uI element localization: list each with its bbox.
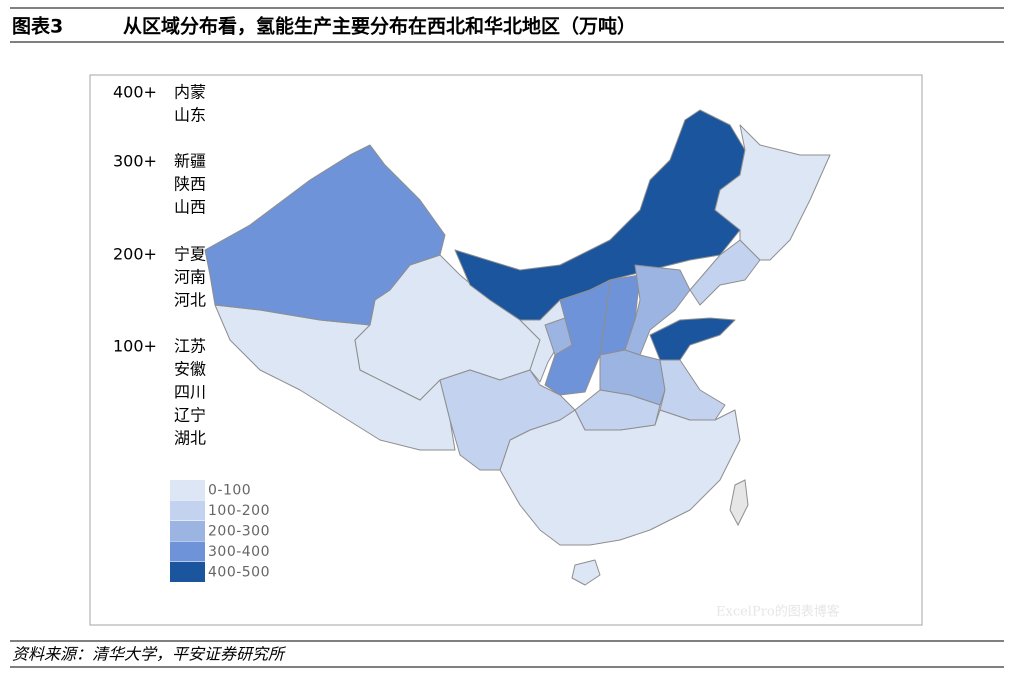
- province-name: 新疆: [174, 152, 206, 171]
- legend-label: 100-200: [208, 503, 270, 519]
- region-hainan: [571, 559, 601, 586]
- legend-swatch: [170, 480, 205, 500]
- level-label: 100+: [113, 337, 157, 356]
- legend-label: 200-300: [208, 524, 270, 540]
- region-taiwan: [729, 479, 749, 527]
- level-label: 300+: [113, 152, 157, 171]
- region-shaanxi: [544, 279, 611, 396]
- source-note: 资料来源：清华大学，平安证券研究所: [12, 645, 287, 664]
- province-name: 河南: [174, 268, 206, 287]
- region-hebei: [624, 264, 691, 356]
- watermark: ExcelPro的图表博客: [716, 604, 840, 620]
- legend-swatch: [170, 521, 205, 541]
- level-label: 200+: [113, 245, 157, 264]
- level-label: 400+: [113, 83, 157, 102]
- legend-swatch: [170, 500, 205, 521]
- china-map: [204, 109, 831, 586]
- province-name: 湖北: [174, 429, 206, 448]
- province-name: 辽宁: [174, 406, 206, 425]
- legend-swatch: [170, 541, 205, 562]
- province-name: 河北: [174, 291, 206, 310]
- legend-label: 400-500: [208, 565, 270, 581]
- figure-title: 从区域分布看，氢能生产主要分布在西北和华北地区（万吨）: [123, 15, 636, 38]
- province-name: 山东: [174, 106, 206, 125]
- region-hubei: [574, 389, 661, 431]
- region-liaoning: [689, 239, 761, 306]
- region-sichuan: [439, 369, 576, 471]
- province-name: 安徽: [174, 360, 206, 379]
- province-name: 陕西: [174, 175, 206, 194]
- province-name: 内蒙: [174, 83, 206, 102]
- region-xinjiang: [204, 144, 446, 326]
- region-shandong: [649, 317, 736, 361]
- map-frame: [89, 74, 923, 626]
- province-name: 山西: [174, 198, 206, 217]
- figure-label: 图表3: [12, 15, 63, 38]
- legend-label: 300-400: [208, 544, 270, 560]
- legend-label: 0-100: [208, 483, 251, 499]
- region-jiangsu-anhui: [659, 359, 726, 421]
- legend-swatch: [170, 562, 205, 582]
- province-name: 宁夏: [174, 245, 206, 264]
- province-name: 江苏: [174, 337, 206, 356]
- region-northeast: [714, 124, 831, 261]
- province-name: 四川: [174, 383, 206, 402]
